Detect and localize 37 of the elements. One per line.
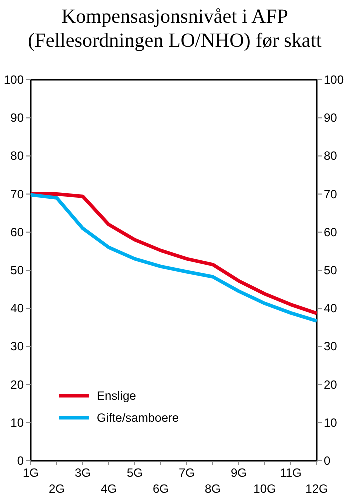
y-tick-label: 90 bbox=[10, 111, 24, 126]
y2-tick-label: 40 bbox=[324, 302, 338, 316]
x-tick-label: 12G bbox=[306, 482, 328, 496]
y-tick-label: 60 bbox=[10, 225, 24, 240]
y-tick-label: 40 bbox=[10, 302, 24, 316]
y-tick-label: 50 bbox=[10, 264, 24, 278]
x-tick-label: 6G bbox=[152, 482, 170, 496]
legend-label: Gifte/samboere bbox=[97, 411, 180, 425]
x-tick-label: 2G bbox=[48, 482, 66, 496]
y2-tick-label: 100 bbox=[324, 73, 344, 87]
x-tick-label: 5G bbox=[126, 466, 144, 480]
x-tick-label: 8G bbox=[204, 482, 222, 496]
y2-tick-label: 80 bbox=[324, 149, 338, 164]
y2-tick-label: 90 bbox=[324, 111, 338, 126]
y2-tick-label: 70 bbox=[324, 187, 338, 202]
x-tick-label: 1G bbox=[22, 466, 40, 480]
chart-title: Kompensasjonsnivået i AFP (Fellesordningen LO/NHO) før skatt bbox=[28, 6, 322, 52]
y2-tick-label: 60 bbox=[324, 225, 338, 240]
x-tick-label: 11G bbox=[280, 466, 302, 480]
y-tick-label: 70 bbox=[10, 187, 24, 202]
y-tick-label: 30 bbox=[10, 340, 24, 354]
y2-tick-label: 30 bbox=[324, 340, 338, 354]
y2-tick-label: 20 bbox=[324, 378, 338, 392]
y-tick-label: 20 bbox=[10, 378, 24, 392]
x-tick-label: 7G bbox=[178, 466, 196, 480]
y-tick-label: 100 bbox=[4, 73, 24, 87]
y2-tick-label: 0 bbox=[324, 454, 331, 468]
x-tick-label: 10G bbox=[254, 482, 276, 496]
x-tick-label: 3G bbox=[74, 466, 92, 480]
y-tick-label: 80 bbox=[10, 149, 24, 164]
y2-tick-label: 50 bbox=[324, 264, 338, 278]
y-tick-label: 10 bbox=[10, 416, 24, 430]
legend-label: Enslige bbox=[97, 389, 137, 403]
y-tick-label: 0 bbox=[17, 454, 24, 468]
x-tick-label: 9G bbox=[230, 466, 248, 480]
y2-tick-label: 10 bbox=[324, 416, 338, 430]
x-tick-label: 4G bbox=[100, 482, 118, 496]
